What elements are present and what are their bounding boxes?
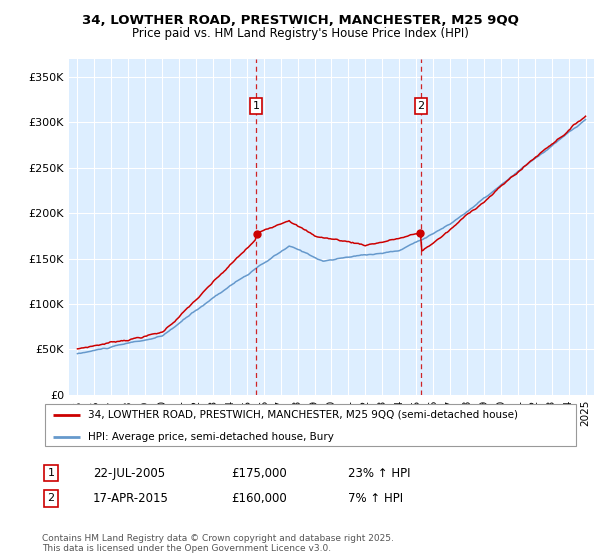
FancyBboxPatch shape xyxy=(44,404,577,446)
Text: Contains HM Land Registry data © Crown copyright and database right 2025.
This d: Contains HM Land Registry data © Crown c… xyxy=(42,534,394,553)
Text: 7% ↑ HPI: 7% ↑ HPI xyxy=(348,492,403,505)
Text: 17-APR-2015: 17-APR-2015 xyxy=(93,492,169,505)
Text: 34, LOWTHER ROAD, PRESTWICH, MANCHESTER, M25 9QQ (semi-detached house): 34, LOWTHER ROAD, PRESTWICH, MANCHESTER,… xyxy=(88,410,518,420)
Text: £175,000: £175,000 xyxy=(231,466,287,480)
Text: 1: 1 xyxy=(253,101,260,111)
Text: 23% ↑ HPI: 23% ↑ HPI xyxy=(348,466,410,480)
Text: £160,000: £160,000 xyxy=(231,492,287,505)
Text: 34, LOWTHER ROAD, PRESTWICH, MANCHESTER, M25 9QQ: 34, LOWTHER ROAD, PRESTWICH, MANCHESTER,… xyxy=(82,14,518,27)
Text: HPI: Average price, semi-detached house, Bury: HPI: Average price, semi-detached house,… xyxy=(88,432,334,441)
Text: 1: 1 xyxy=(47,468,55,478)
Text: 2: 2 xyxy=(418,101,425,111)
Text: Price paid vs. HM Land Registry's House Price Index (HPI): Price paid vs. HM Land Registry's House … xyxy=(131,27,469,40)
Text: 22-JUL-2005: 22-JUL-2005 xyxy=(93,466,165,480)
Text: 2: 2 xyxy=(47,493,55,503)
